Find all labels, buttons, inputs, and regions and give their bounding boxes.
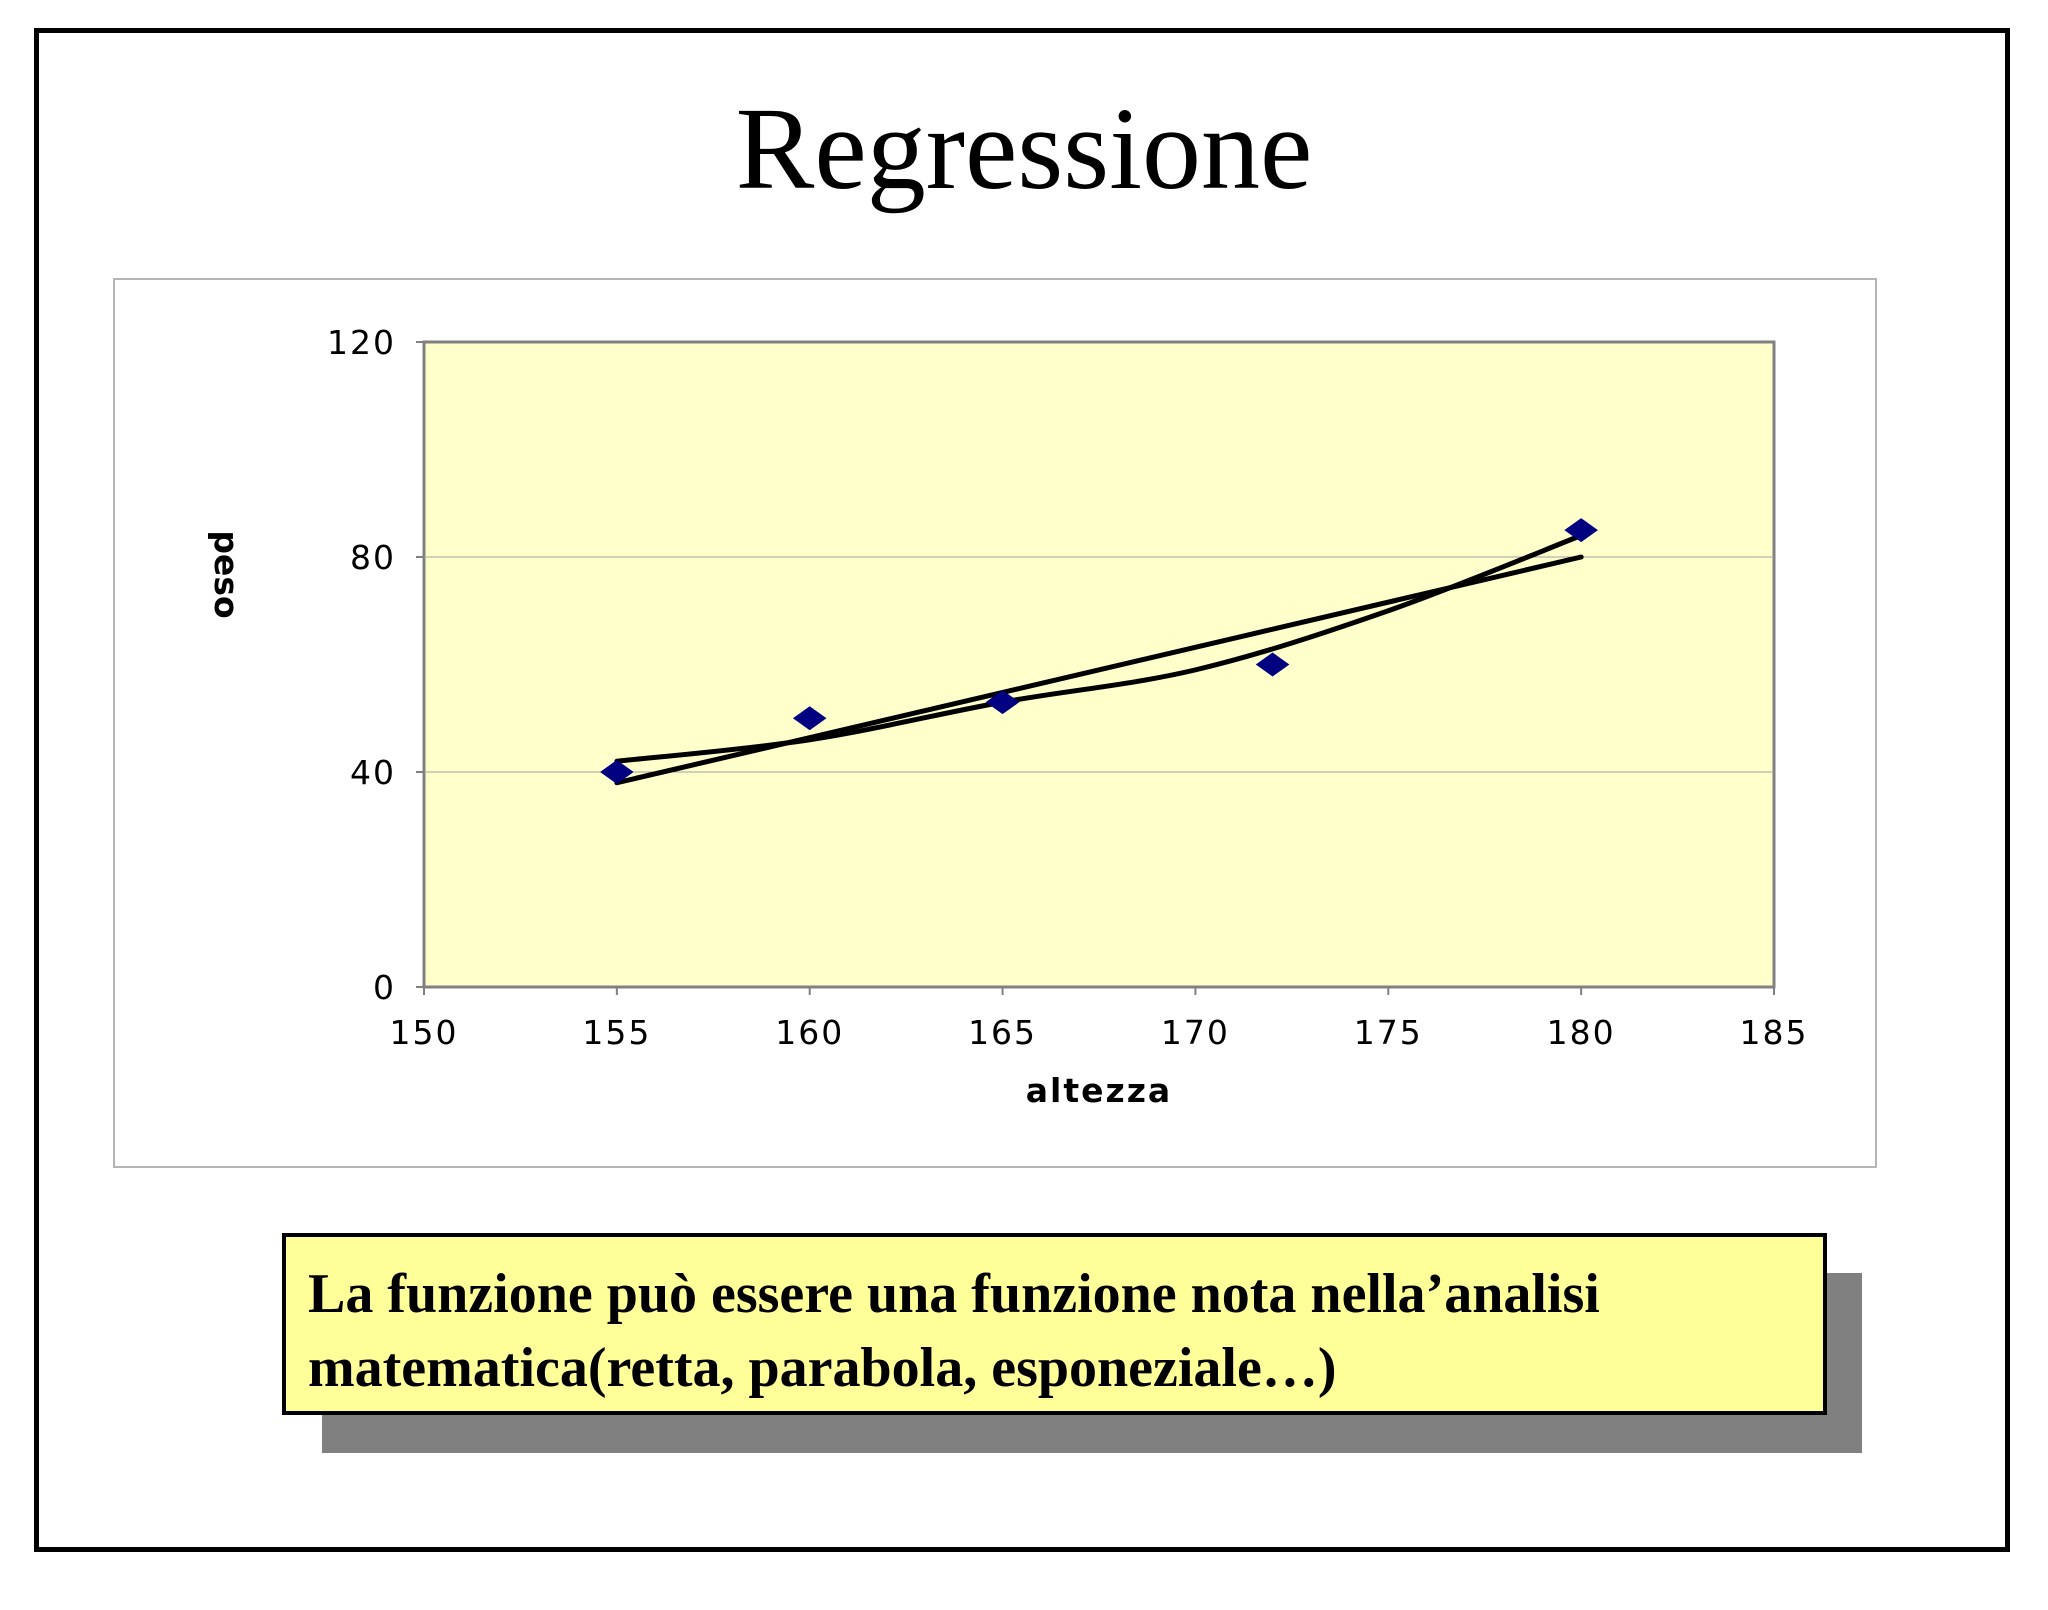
x-tick-label: 165 <box>968 1013 1037 1052</box>
trendlines <box>614 533 1584 786</box>
data-points <box>600 518 1598 784</box>
trendline-2 <box>614 533 1584 764</box>
data-point-5 <box>1564 518 1598 543</box>
x-tick-label: 155 <box>582 1013 651 1052</box>
x-tick-labels: 150 155 160 165 170 175 180 185 <box>390 1013 1809 1052</box>
y-tick-labels: 0 40 80 120 <box>327 323 396 1007</box>
y-tick-label: 80 <box>350 538 396 577</box>
x-axis-label: altezza <box>1026 1071 1172 1110</box>
x-tick-label: 150 <box>390 1013 459 1052</box>
plot-background <box>422 340 1776 989</box>
x-tick-label: 160 <box>775 1013 844 1052</box>
data-point-1 <box>600 760 634 784</box>
slide-title: Regressione <box>735 83 1313 214</box>
data-point-4 <box>1255 652 1290 677</box>
note-box: La funzione può essere una funzione nota… <box>282 1233 1827 1415</box>
gridlines <box>416 341 1775 995</box>
x-tick-label: 180 <box>1547 1013 1616 1052</box>
scatter-chart: 0 40 80 120 150 155 160 165 170 175 180 185 altezz… <box>207 323 1809 1110</box>
x-tick-label: 170 <box>1161 1013 1230 1052</box>
x-tick-label: 185 <box>1740 1013 1809 1052</box>
y-tick-label: 0 <box>373 968 396 1007</box>
y-tick-label: 120 <box>327 323 396 362</box>
x-tick-label: 175 <box>1354 1013 1423 1052</box>
y-tick-label: 40 <box>350 753 396 792</box>
data-point-3 <box>985 690 1020 715</box>
note-line-2: matematica(retta, parabola, esponeziale…… <box>308 1337 1337 1399</box>
y-axis-label: peso <box>207 530 246 618</box>
data-point-2 <box>792 706 827 731</box>
note-line-1: La funzione può essere una funzione nota… <box>308 1263 1600 1325</box>
chart-area: 0 40 80 120 150 155 160 165 170 175 180 185 altezz… <box>113 278 1877 1168</box>
